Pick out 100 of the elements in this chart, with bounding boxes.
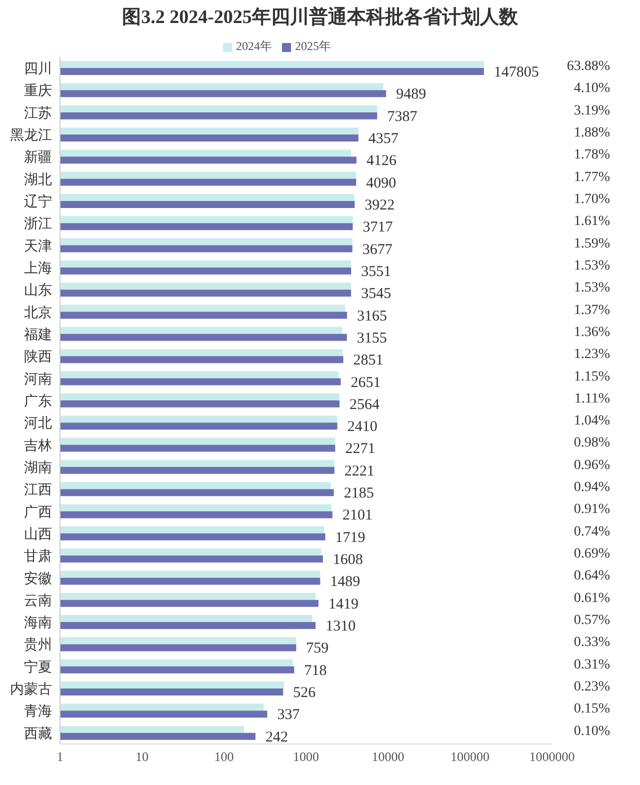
y-tick-label: 陕西 <box>24 349 52 366</box>
y-tick-label: 四川 <box>24 61 52 78</box>
text: 1.53% <box>574 258 610 274</box>
data-label: 2271 <box>345 441 376 458</box>
data-label: 1608 <box>332 552 363 568</box>
text: 0.57% <box>574 613 610 628</box>
data-label: 4357 <box>368 130 399 147</box>
text: 1.88% <box>574 125 610 140</box>
y-tick-label: 广西 <box>24 504 52 520</box>
data-label: 9489 <box>396 86 426 103</box>
y-tick-label: 湖南 <box>24 460 52 476</box>
y-tick-label: 贵州 <box>24 637 52 654</box>
text: 0.31% <box>574 657 610 672</box>
text: 1.04% <box>574 414 610 429</box>
y-tick-label: 青海 <box>24 704 52 720</box>
data-label: 3717 <box>362 220 394 236</box>
text: 1.70% <box>574 192 610 207</box>
text: 1.23% <box>574 347 610 362</box>
data-label: 3165 <box>357 308 388 324</box>
y-tick-label: 内蒙古 <box>10 682 52 698</box>
data-label: 1419 <box>328 596 358 612</box>
y-tick-label: 山西 <box>24 526 52 542</box>
data-label: 4126 <box>366 153 397 170</box>
text: 3.19% <box>574 103 610 118</box>
data-label: 526 <box>293 685 316 702</box>
data-label: 3545 <box>361 286 392 302</box>
x-tick-label: 1000000 <box>529 749 575 764</box>
data-label: 1489 <box>330 574 360 590</box>
y-tick-label: 湖北 <box>24 172 52 188</box>
data-label: 337 <box>277 707 300 724</box>
data-label: 2410 <box>347 419 378 436</box>
y-tick-label: 海南 <box>24 615 52 632</box>
x-tick-label: 1000 <box>293 749 319 764</box>
data-label: 3922 <box>364 197 395 214</box>
y-tick-label: 云南 <box>24 592 52 609</box>
data-label: 3155 <box>356 330 387 346</box>
y-tick-label: 河北 <box>24 416 52 432</box>
text: 1.53% <box>574 280 610 296</box>
data-label: 718 <box>304 662 327 679</box>
y-tick-label: 重庆 <box>24 83 52 100</box>
data-label: 7387 <box>387 108 418 125</box>
text: 4.10% <box>574 81 610 96</box>
text: 0.69% <box>574 546 610 562</box>
y-tick-label: 浙江 <box>24 216 52 232</box>
x-tick-label: 100 <box>214 749 234 764</box>
y-tick-label: 河南 <box>24 371 52 388</box>
text: 0.94% <box>574 480 610 496</box>
y-tick-label: 广东 <box>24 393 52 410</box>
text: 1.37% <box>574 302 610 318</box>
data-label: 2651 <box>350 374 381 391</box>
y-tick-label: 辽宁 <box>24 194 52 210</box>
legend-label: 2025年 <box>295 39 331 53</box>
y-tick-label: 山东 <box>24 282 52 299</box>
text: 1.11% <box>574 391 610 406</box>
text: 0.96% <box>574 458 610 473</box>
text: 1.59% <box>574 236 610 252</box>
y-tick-label: 甘肃 <box>24 548 52 565</box>
text: 0.33% <box>574 635 610 650</box>
text: 0.74% <box>574 524 610 540</box>
data-label: 4090 <box>366 175 396 192</box>
x-tick-label: 1 <box>56 749 64 764</box>
data-label: 2221 <box>344 463 374 480</box>
y-tick-label: 新疆 <box>24 150 52 166</box>
y-tick-label: 宁夏 <box>24 659 52 676</box>
text: 1.15% <box>574 369 610 384</box>
legend-label: 2024年 <box>236 39 272 53</box>
y-tick-label: 西藏 <box>24 726 52 742</box>
text: 1.61% <box>574 214 610 230</box>
text: 0.15% <box>574 702 610 717</box>
x-tick-label: 10000 <box>372 749 404 764</box>
data-label: 1719 <box>335 530 366 546</box>
y-tick-label: 黑龙江 <box>10 128 52 144</box>
data-label: 242 <box>265 729 288 746</box>
x-tick-label: 100000 <box>450 749 490 764</box>
text: 0.64% <box>574 568 610 584</box>
y-tick-label: 江西 <box>24 482 52 498</box>
text: 63.88% <box>566 59 610 74</box>
data-label: 759 <box>306 640 329 657</box>
data-label: 147805 <box>494 64 539 80</box>
text: 0.61% <box>574 590 610 606</box>
text: 0.23% <box>574 680 610 695</box>
y-tick-label: 安徽 <box>24 570 52 587</box>
data-label: 2851 <box>353 352 384 369</box>
text: 0.98% <box>574 436 610 451</box>
data-label: 3677 <box>362 242 393 258</box>
text: 1.77% <box>574 170 610 185</box>
data-label: 2101 <box>342 508 372 524</box>
text: 0.10% <box>574 724 610 739</box>
y-tick-label: 上海 <box>24 260 52 276</box>
y-tick-label: 天津 <box>24 238 52 254</box>
chart-title: 图3.2 2024-2025年四川普通本科批各省计划人数 <box>121 5 519 30</box>
text: 1.78% <box>574 148 610 163</box>
data-label: 2564 <box>350 396 380 413</box>
y-tick-label: 吉林 <box>24 438 52 454</box>
y-tick-label: 江苏 <box>24 105 52 122</box>
text: 0.91% <box>574 502 610 518</box>
data-label: 3551 <box>361 264 392 280</box>
y-tick-label: 北京 <box>24 304 52 321</box>
y-tick-label: 福建 <box>24 326 52 343</box>
data-label: 2185 <box>344 486 374 502</box>
